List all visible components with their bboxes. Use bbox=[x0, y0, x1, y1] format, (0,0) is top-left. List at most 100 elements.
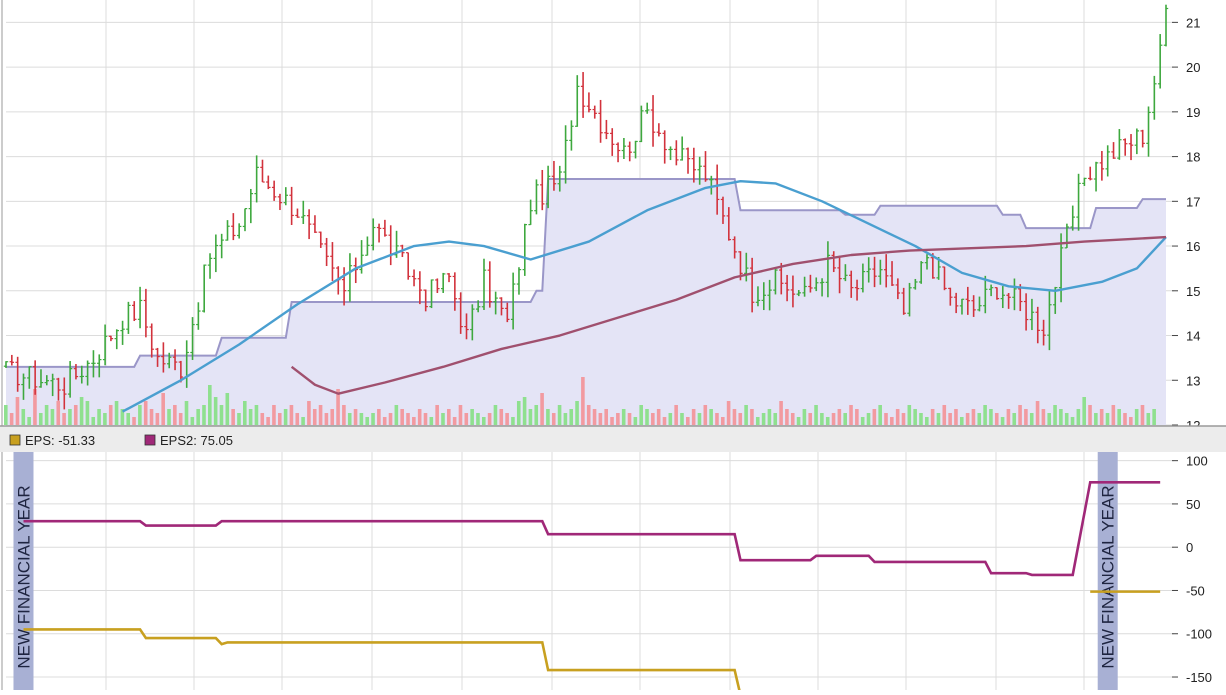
eps-legend-swatch bbox=[9, 434, 21, 446]
volume-bar bbox=[872, 409, 877, 425]
volume-bar bbox=[534, 405, 539, 425]
volume-bar bbox=[691, 409, 696, 425]
volume-bar bbox=[242, 401, 247, 425]
volume-bar bbox=[942, 405, 947, 425]
volume-bar bbox=[645, 409, 649, 425]
volume-bar bbox=[499, 409, 504, 425]
volume-bar bbox=[476, 413, 480, 425]
volume-bar bbox=[161, 393, 165, 425]
volume-bar bbox=[21, 409, 26, 425]
volume-bar bbox=[965, 413, 970, 425]
volume-bar bbox=[1018, 405, 1022, 425]
volume-bar bbox=[1059, 409, 1063, 425]
volume-bar bbox=[138, 405, 142, 425]
volume-bar bbox=[767, 409, 772, 425]
volume-bar bbox=[9, 413, 14, 425]
volume-bar bbox=[750, 409, 754, 425]
volume-bar bbox=[860, 417, 865, 425]
volume-bar bbox=[1053, 405, 1057, 425]
volume-bar bbox=[569, 409, 574, 425]
volume-bar bbox=[97, 409, 101, 425]
volume-bar bbox=[674, 405, 678, 425]
volume-bar bbox=[511, 417, 515, 425]
volume-bar bbox=[1041, 409, 1046, 425]
financial-year-marker-label: NEW FINANCIAL YEAR bbox=[1099, 485, 1118, 668]
volume-bar bbox=[855, 409, 859, 425]
volume-bar bbox=[79, 397, 84, 425]
volume-bar bbox=[907, 405, 912, 425]
volume-bar bbox=[843, 413, 847, 425]
volume-bar bbox=[382, 417, 387, 425]
volume-bar bbox=[1099, 409, 1104, 425]
volume-bar bbox=[557, 405, 562, 425]
price-tick-label: 21 bbox=[1186, 15, 1200, 30]
volume-bar bbox=[237, 413, 241, 425]
volume-bar bbox=[948, 413, 952, 425]
volume-bar bbox=[429, 417, 434, 425]
volume-bar bbox=[505, 413, 509, 425]
volume-bar bbox=[592, 409, 597, 425]
band-line bbox=[6, 177, 1166, 368]
volume-bar bbox=[272, 405, 276, 425]
volume-bar bbox=[994, 413, 999, 425]
volume-bar bbox=[143, 401, 148, 425]
volume-bar bbox=[575, 401, 579, 425]
volume-bar bbox=[103, 413, 107, 425]
volume-bar bbox=[347, 413, 352, 425]
volume-bar bbox=[283, 409, 288, 425]
volume-bar bbox=[703, 405, 708, 425]
volume-bar bbox=[1088, 405, 1092, 425]
volume-bar bbox=[831, 413, 836, 425]
volume-bar bbox=[656, 409, 661, 425]
eps-axis: 100 50 0 -50 -100 -150 bbox=[1172, 454, 1212, 685]
volume-bar bbox=[266, 417, 270, 425]
volume-bar bbox=[1117, 409, 1121, 425]
volume-bar bbox=[837, 409, 842, 425]
financial-year-marker bbox=[1097, 452, 1118, 690]
volume-bar bbox=[546, 409, 550, 425]
volume-bar bbox=[202, 405, 206, 425]
volume-bar bbox=[516, 401, 521, 425]
volume-bar bbox=[808, 413, 813, 425]
volume-bar bbox=[744, 405, 748, 425]
volume-bar bbox=[359, 413, 364, 425]
volume-bar bbox=[627, 413, 632, 425]
eps2-legend-label: EPS2: 75.05 bbox=[160, 433, 233, 448]
volume-bar bbox=[586, 405, 591, 425]
volume-bar bbox=[132, 417, 136, 425]
volume-bar bbox=[470, 409, 474, 425]
volume-bar bbox=[732, 409, 737, 425]
price-tick-label: 18 bbox=[1186, 150, 1200, 165]
volume-bar bbox=[884, 413, 888, 425]
volume-bar bbox=[184, 401, 189, 425]
volume-bar bbox=[959, 417, 964, 425]
volume-bar bbox=[260, 413, 265, 425]
volume-bar bbox=[365, 417, 370, 425]
volume-bar bbox=[755, 417, 760, 425]
volume-bar bbox=[773, 413, 778, 425]
volume-bar bbox=[930, 409, 935, 425]
volume-bar bbox=[120, 409, 125, 425]
volume-bar bbox=[1094, 413, 1098, 425]
eps-tick-label: -100 bbox=[1186, 627, 1212, 642]
price-tick-label: 13 bbox=[1186, 373, 1200, 388]
volume-bar bbox=[616, 413, 620, 425]
eps-legend-label: EPS: -51.33 bbox=[25, 433, 95, 448]
volume-bar bbox=[248, 409, 253, 425]
volume-bar bbox=[1000, 417, 1005, 425]
volume-bar bbox=[15, 397, 20, 425]
volume-bar bbox=[464, 413, 469, 425]
volume-bar bbox=[38, 413, 43, 425]
volume-bar bbox=[802, 409, 807, 425]
volume-bar bbox=[295, 413, 300, 425]
volume-bar bbox=[1082, 397, 1086, 425]
volume-bar bbox=[901, 413, 906, 425]
volume-bar bbox=[796, 417, 801, 425]
volume-bar bbox=[598, 413, 603, 425]
volume-bar bbox=[441, 413, 445, 425]
volume-bar bbox=[621, 409, 626, 425]
volume-bar bbox=[289, 405, 294, 425]
volume-bar bbox=[196, 409, 200, 425]
